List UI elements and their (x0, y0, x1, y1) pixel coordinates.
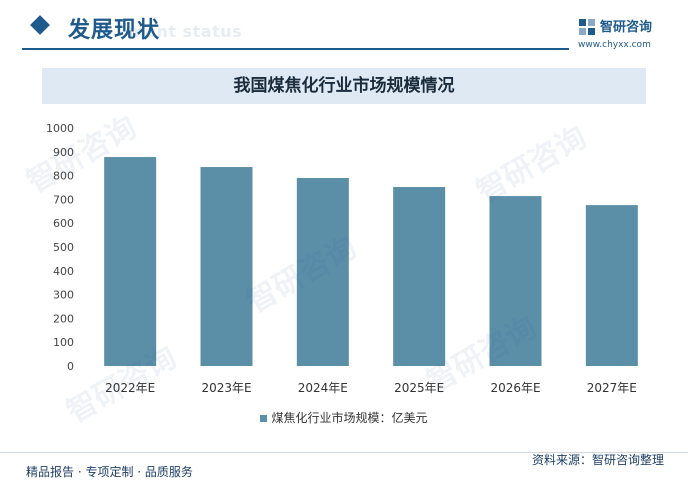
x-tick-label: 2022年E (105, 381, 155, 395)
x-tick-label: 2025年E (394, 381, 444, 395)
x-tick-label: 2023年E (201, 381, 251, 395)
y-tick-label: 400 (53, 265, 74, 278)
header: ment status 发展现状 智研咨询 www.chyxx.com (0, 0, 688, 56)
y-tick-label: 500 (53, 241, 74, 254)
section-title: 发展现状 (68, 18, 161, 43)
chart-title-band: 我国煤焦化行业市场规模情况 (42, 68, 646, 104)
bar-2024年E (296, 177, 349, 366)
bar-2023年E (200, 167, 253, 366)
footer-divider (0, 452, 688, 453)
legend-label: 煤焦化行业市场规模：亿美元 (271, 411, 428, 425)
brand-name: 智研咨询 (600, 20, 653, 35)
section-subtitle: ment status (128, 22, 243, 41)
brand-url: www.chyxx.com (578, 40, 651, 50)
y-tick-label: 300 (53, 289, 74, 302)
header-divider (22, 48, 569, 50)
legend: 煤焦化行业市场规模：亿美元 (0, 409, 688, 426)
y-tick-label: 0 (67, 360, 74, 373)
y-tick-label: 700 (53, 193, 74, 206)
footer-source: 资料来源：智研咨询整理 (531, 453, 664, 467)
chart-title: 我国煤焦化行业市场规模情况 (233, 76, 455, 96)
bar-chart: 0 100 200 300 400 500 600 700 800 900 1000 2022年E 20… (46, 122, 638, 395)
bar-2027年E (585, 205, 638, 366)
footer-slogan: 精品报告 · 专项定制 · 品质服务 (26, 465, 193, 479)
legend-swatch (260, 415, 268, 422)
y-tick-label: 1000 (46, 122, 74, 135)
brand-logo-icon (579, 19, 595, 35)
bar-2026年E (489, 196, 542, 366)
bar-2025年E (393, 187, 446, 366)
x-tick-label: 2026年E (490, 381, 540, 395)
bar-2022年E (104, 157, 157, 366)
y-tick-label: 900 (53, 146, 74, 159)
diamond-icon (30, 15, 50, 35)
y-tick-label: 800 (53, 170, 74, 183)
y-tick-label: 600 (53, 217, 74, 230)
y-tick-label: 100 (53, 336, 74, 349)
x-tick-label: 2027年E (587, 381, 637, 395)
x-tick-label: 2024年E (298, 381, 348, 395)
y-tick-label: 200 (53, 312, 74, 325)
